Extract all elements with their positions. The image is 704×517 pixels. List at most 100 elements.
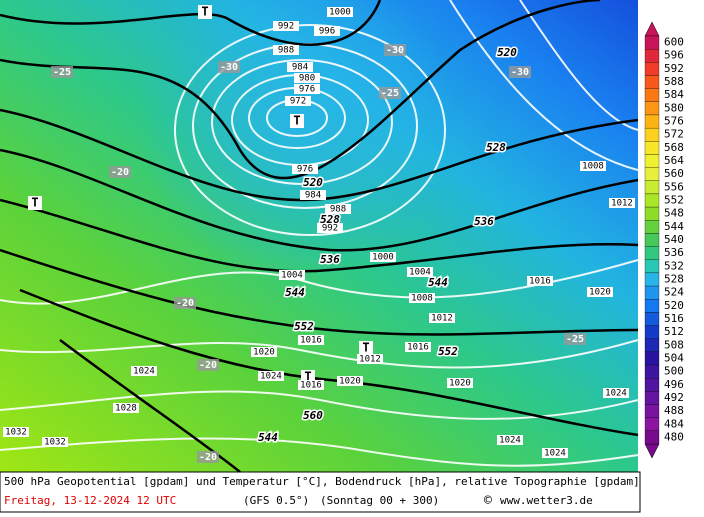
isobar-label-bg — [327, 7, 353, 17]
isobar-label-bg — [273, 21, 299, 31]
isobar-label-bg — [409, 293, 435, 303]
isobar-label-bg — [357, 354, 383, 364]
colorbar-swatch — [644, 75, 660, 89]
colorbar-swatch — [644, 378, 660, 392]
colorbar-swatch — [644, 272, 660, 287]
pressure-center-bg — [290, 114, 304, 128]
colorbar-label: 564 — [664, 154, 684, 167]
colorbar-label: 572 — [664, 128, 684, 141]
colorbar-swatch — [644, 62, 660, 76]
footer-date: Freitag, 13-12-2024 12 UTC — [4, 494, 176, 507]
colorbar-label: 480 — [664, 430, 684, 443]
temperature-label-bg — [109, 166, 131, 178]
colorbar-label: 588 — [664, 75, 684, 88]
temperature-label-bg — [197, 359, 219, 371]
temperature-label-bg — [218, 61, 240, 73]
isobar-label-bg — [131, 366, 157, 376]
pressure-center-label: T — [201, 5, 208, 19]
temperature-label: -30 — [511, 67, 529, 78]
pressure-center-label: T — [293, 114, 300, 128]
isobar-label: 1012 — [431, 314, 453, 324]
colorbar-swatch — [644, 391, 660, 405]
geopotential-label: 536 — [320, 253, 340, 266]
isobar-label: 1024 — [605, 389, 627, 399]
isobar-label: 1000 — [329, 8, 351, 18]
colorbar-label: 576 — [664, 115, 684, 128]
colorbar-swatch — [644, 364, 660, 379]
geopotential-label: 560 — [303, 409, 323, 422]
isobar-label-bg — [405, 342, 431, 352]
isobar-label: 992 — [278, 22, 294, 32]
colorbar-swatch — [644, 259, 660, 274]
isobar-label-bg — [298, 335, 324, 345]
colorbar-swatch — [644, 312, 660, 326]
isobar-label: 984 — [292, 63, 308, 73]
colorbar-label: 496 — [664, 378, 684, 391]
isobar-label: 1016 — [300, 381, 322, 391]
geopotential-label: 544 — [258, 431, 278, 444]
colorbar-label: 532 — [664, 259, 684, 272]
colorbar-label: 512 — [664, 325, 684, 338]
isobar-label-bg — [317, 223, 343, 233]
footer-copyright: © — [484, 494, 492, 509]
temperature-label-bg — [51, 66, 73, 78]
isobar-label-bg — [292, 164, 318, 174]
temperature-label: -25 — [53, 67, 71, 78]
isobar-label: 1028 — [115, 404, 137, 414]
colorbar-label: 516 — [664, 312, 684, 325]
isobar-label-bg — [258, 371, 284, 381]
colorbar-swatch — [644, 338, 660, 353]
isobar-label: 1016 — [407, 343, 429, 353]
isobar-label-bg — [251, 347, 277, 357]
colorbar-label: 500 — [664, 365, 684, 378]
colorbar-label: 508 — [664, 338, 684, 351]
isobar-label: 1004 — [281, 271, 303, 281]
colorbar-label: 600 — [664, 36, 684, 49]
colorbar-label: 580 — [664, 101, 684, 114]
temperature-label: -20 — [199, 452, 217, 463]
isobar-label-bg — [273, 45, 299, 55]
colorbar-swatch — [644, 154, 660, 168]
geopotential-label: 552 — [438, 345, 458, 358]
isobar-label: 1008 — [411, 294, 433, 304]
map — [0, 0, 639, 473]
temperature-label-bg — [384, 44, 406, 56]
footer: 500 hPa Geopotential [gpdam] und Tempera… — [0, 471, 641, 513]
colorbar-label: 560 — [664, 167, 684, 180]
footer-run: (Sonntag 00 + 300) — [320, 494, 439, 507]
colorbar-swatch — [644, 88, 660, 102]
colorbar-swatch — [644, 233, 660, 247]
isobar-label: 1016 — [529, 277, 551, 287]
geopotential-label: 528 — [486, 141, 506, 154]
isobar-label: 1024 — [260, 372, 282, 382]
geopotential-label: 544 — [285, 286, 305, 299]
isobar-label-bg — [113, 403, 139, 413]
colorbar-swatch — [644, 114, 660, 129]
colorbar-swatch — [644, 127, 660, 142]
isobar-label: 1020 — [449, 379, 471, 389]
colorbar-swatch — [644, 325, 660, 339]
temperature-label: -20 — [176, 298, 194, 309]
colorbar-swatch — [644, 101, 660, 116]
isobar-label: 1024 — [544, 449, 566, 459]
isobar-label: 1032 — [5, 428, 27, 438]
pressure-center-label: T — [304, 370, 311, 384]
colorbar-label: 540 — [664, 233, 684, 246]
pressure-center-bg — [359, 341, 373, 355]
footer-description: 500 hPa Geopotential [gpdam] und Tempera… — [4, 475, 640, 488]
isobar-label-bg — [285, 96, 311, 106]
colorbar-swatch — [644, 180, 660, 195]
temperature-label: -30 — [220, 62, 238, 73]
colorbar-swatch — [644, 285, 660, 300]
isobar-label: 976 — [297, 165, 313, 175]
colorbar-swatch — [644, 299, 660, 313]
colorbar-label: 584 — [664, 88, 684, 101]
colorbar-label: 488 — [664, 404, 684, 417]
isobar-label: 1012 — [611, 199, 633, 209]
colorbar-label: 552 — [664, 194, 684, 207]
isobar-label-bg — [407, 267, 433, 277]
temperature-label-bg — [174, 297, 196, 309]
colorbar-swatch — [644, 246, 660, 260]
